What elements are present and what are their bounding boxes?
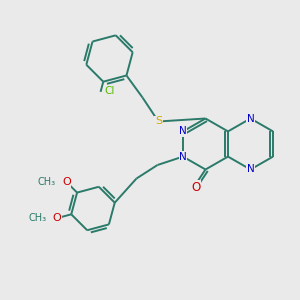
Text: CH₃: CH₃: [28, 213, 46, 223]
Text: N: N: [247, 164, 254, 175]
Text: O: O: [52, 213, 61, 223]
Text: O: O: [62, 177, 71, 187]
Text: N: N: [179, 152, 187, 162]
Text: CH₃: CH₃: [38, 177, 56, 187]
Text: Cl: Cl: [104, 85, 115, 96]
Text: N: N: [247, 113, 254, 124]
Text: O: O: [191, 181, 200, 194]
Text: S: S: [155, 116, 162, 127]
Text: N: N: [179, 126, 187, 136]
